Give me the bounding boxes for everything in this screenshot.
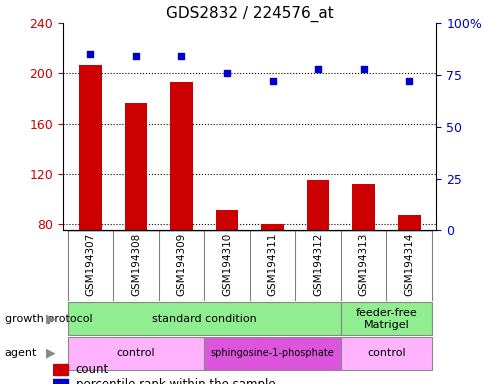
Text: GSM194314: GSM194314 (403, 233, 413, 296)
Text: GSM194313: GSM194313 (358, 233, 368, 296)
Text: ▶: ▶ (46, 347, 56, 360)
Bar (306, 180, 329, 230)
Bar (79, 65, 102, 230)
Title: GDS2832 / 224576_at: GDS2832 / 224576_at (166, 5, 333, 22)
Point (132, 53, 139, 59)
Bar (215, 210, 238, 230)
Bar (67, 302, 340, 335)
Text: GSM194310: GSM194310 (222, 233, 231, 296)
Text: GSM194308: GSM194308 (131, 233, 141, 296)
Bar (204, 337, 340, 370)
Bar (351, 184, 374, 230)
Text: ▶: ▶ (46, 312, 56, 325)
Text: agent: agent (5, 348, 37, 358)
Text: percentile rank within the sample: percentile rank within the sample (76, 378, 275, 384)
Text: feeder-free
Matrigel: feeder-free Matrigel (355, 308, 416, 329)
Text: growth protocol: growth protocol (5, 314, 92, 324)
Text: GSM194311: GSM194311 (267, 233, 277, 296)
Bar (53, 364, 68, 375)
Bar (53, 379, 68, 384)
Text: GSM194312: GSM194312 (313, 233, 322, 296)
Point (223, 70, 230, 76)
Text: GSM194307: GSM194307 (85, 233, 95, 296)
Point (177, 53, 185, 59)
Text: control: control (116, 348, 155, 358)
Point (268, 78, 276, 84)
Bar (397, 215, 420, 230)
Point (405, 78, 412, 84)
Text: sphingosine-1-phosphate: sphingosine-1-phosphate (210, 348, 334, 358)
Bar (124, 103, 147, 230)
Bar (340, 337, 431, 370)
Point (314, 66, 321, 72)
Text: standard condition: standard condition (151, 314, 256, 324)
Bar (260, 224, 283, 230)
Text: count: count (76, 363, 109, 376)
Bar (170, 82, 193, 230)
Text: GSM194309: GSM194309 (176, 233, 186, 296)
Point (86, 51, 94, 57)
Bar (67, 337, 204, 370)
Point (359, 66, 367, 72)
Bar (340, 302, 431, 335)
Text: control: control (366, 348, 405, 358)
